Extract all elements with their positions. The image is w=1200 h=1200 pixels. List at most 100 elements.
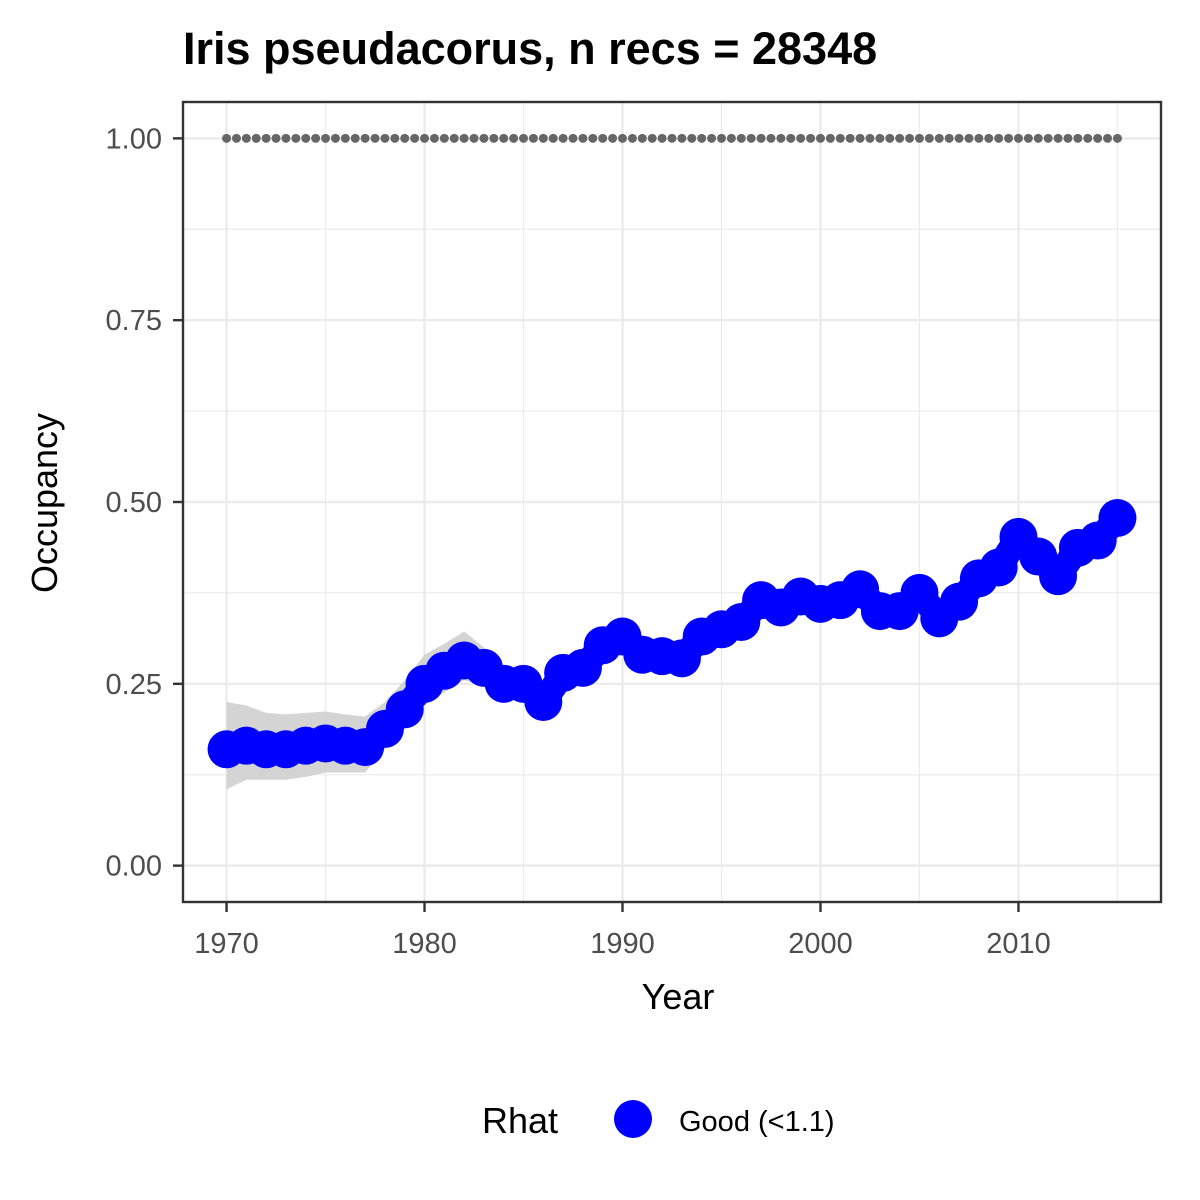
reference-point bbox=[410, 133, 420, 143]
reference-point bbox=[271, 133, 281, 143]
legend-key-good bbox=[614, 1100, 652, 1138]
reference-point bbox=[1053, 133, 1063, 143]
reference-point bbox=[657, 133, 667, 143]
reference-point bbox=[914, 133, 924, 143]
x-tick-label: 1970 bbox=[194, 928, 259, 960]
reference-point bbox=[1033, 133, 1043, 143]
reference-point bbox=[687, 133, 697, 143]
reference-point bbox=[241, 133, 251, 143]
reference-point bbox=[944, 133, 954, 143]
occupancy-point bbox=[1098, 499, 1137, 537]
reference-point bbox=[538, 133, 548, 143]
y-axis: 0.00 0.25 0.50 0.75 1.00 bbox=[106, 123, 183, 883]
x-tick-label: 2010 bbox=[986, 928, 1051, 960]
reference-point bbox=[825, 133, 835, 143]
reference-point bbox=[697, 133, 707, 143]
reference-point bbox=[895, 133, 905, 143]
reference-point bbox=[1063, 133, 1073, 143]
reference-point bbox=[548, 133, 558, 143]
x-axis: 1970 1980 1990 2000 2010 bbox=[194, 902, 1051, 960]
reference-point bbox=[677, 133, 687, 143]
reference-point bbox=[855, 133, 865, 143]
reference-point bbox=[1112, 133, 1122, 143]
y-tick-label: 0.75 bbox=[106, 305, 162, 337]
reference-point bbox=[340, 133, 350, 143]
reference-point bbox=[984, 133, 994, 143]
reference-point bbox=[400, 133, 410, 143]
reference-point bbox=[994, 133, 1004, 143]
reference-point bbox=[222, 133, 232, 143]
reference-point bbox=[459, 133, 469, 143]
reference-point bbox=[974, 133, 984, 143]
reference-point bbox=[261, 133, 271, 143]
reference-point bbox=[558, 133, 568, 143]
reference-point bbox=[360, 133, 370, 143]
occupancy-series bbox=[207, 499, 1137, 769]
reference-point bbox=[380, 133, 390, 143]
reference-point bbox=[608, 133, 618, 143]
reference-point bbox=[291, 133, 301, 143]
reference-point bbox=[934, 133, 944, 143]
reference-point bbox=[598, 133, 608, 143]
reference-point bbox=[726, 133, 736, 143]
legend: Rhat Good (<1.1) bbox=[482, 1100, 835, 1141]
reference-point bbox=[845, 133, 855, 143]
reference-point bbox=[350, 133, 360, 143]
reference-point bbox=[776, 133, 786, 143]
reference-point bbox=[509, 133, 519, 143]
y-tick-label: 0.50 bbox=[106, 487, 162, 519]
reference-point bbox=[499, 133, 509, 143]
reference-point bbox=[707, 133, 717, 143]
reference-point bbox=[1023, 133, 1033, 143]
reference-point bbox=[370, 133, 380, 143]
reference-point bbox=[301, 133, 311, 143]
reference-line bbox=[222, 133, 1122, 143]
reference-point bbox=[568, 133, 578, 143]
reference-point bbox=[321, 133, 331, 143]
reference-point bbox=[647, 133, 657, 143]
x-axis-title: Year bbox=[642, 976, 715, 1017]
reference-point bbox=[231, 133, 241, 143]
reference-point bbox=[786, 133, 796, 143]
reference-point bbox=[469, 133, 479, 143]
reference-point bbox=[519, 133, 529, 143]
reference-point bbox=[885, 133, 895, 143]
reference-point bbox=[311, 133, 321, 143]
reference-point bbox=[905, 133, 915, 143]
reference-point bbox=[756, 133, 766, 143]
reference-point bbox=[835, 133, 845, 143]
reference-point bbox=[637, 133, 647, 143]
y-axis-title: Occupancy bbox=[24, 413, 65, 593]
reference-point bbox=[746, 133, 756, 143]
reference-point bbox=[420, 133, 430, 143]
reference-point bbox=[815, 133, 825, 143]
reference-point bbox=[875, 133, 885, 143]
reference-point bbox=[618, 133, 628, 143]
x-tick-label: 1990 bbox=[590, 928, 655, 960]
reference-point bbox=[924, 133, 934, 143]
reference-point bbox=[627, 133, 637, 143]
reference-point bbox=[1103, 133, 1113, 143]
reference-point bbox=[251, 133, 261, 143]
reference-point bbox=[330, 133, 340, 143]
reference-point bbox=[964, 133, 974, 143]
y-tick-label: 0.00 bbox=[106, 851, 162, 883]
reference-point bbox=[716, 133, 726, 143]
reference-point bbox=[954, 133, 964, 143]
legend-label-good: Good (<1.1) bbox=[679, 1106, 835, 1138]
reference-point bbox=[796, 133, 806, 143]
occupancy-point bbox=[979, 548, 1018, 587]
reference-point bbox=[667, 133, 677, 143]
reference-point bbox=[1083, 133, 1093, 143]
occupancy-point bbox=[1039, 557, 1078, 596]
reference-point bbox=[281, 133, 291, 143]
y-tick-label: 0.25 bbox=[106, 669, 162, 701]
occupancy-point bbox=[524, 683, 563, 721]
reference-point bbox=[766, 133, 776, 143]
x-tick-label: 2000 bbox=[788, 928, 853, 960]
reference-point bbox=[1013, 133, 1023, 143]
reference-point bbox=[1004, 133, 1014, 143]
legend-title: Rhat bbox=[482, 1100, 558, 1141]
reference-point bbox=[588, 133, 598, 143]
